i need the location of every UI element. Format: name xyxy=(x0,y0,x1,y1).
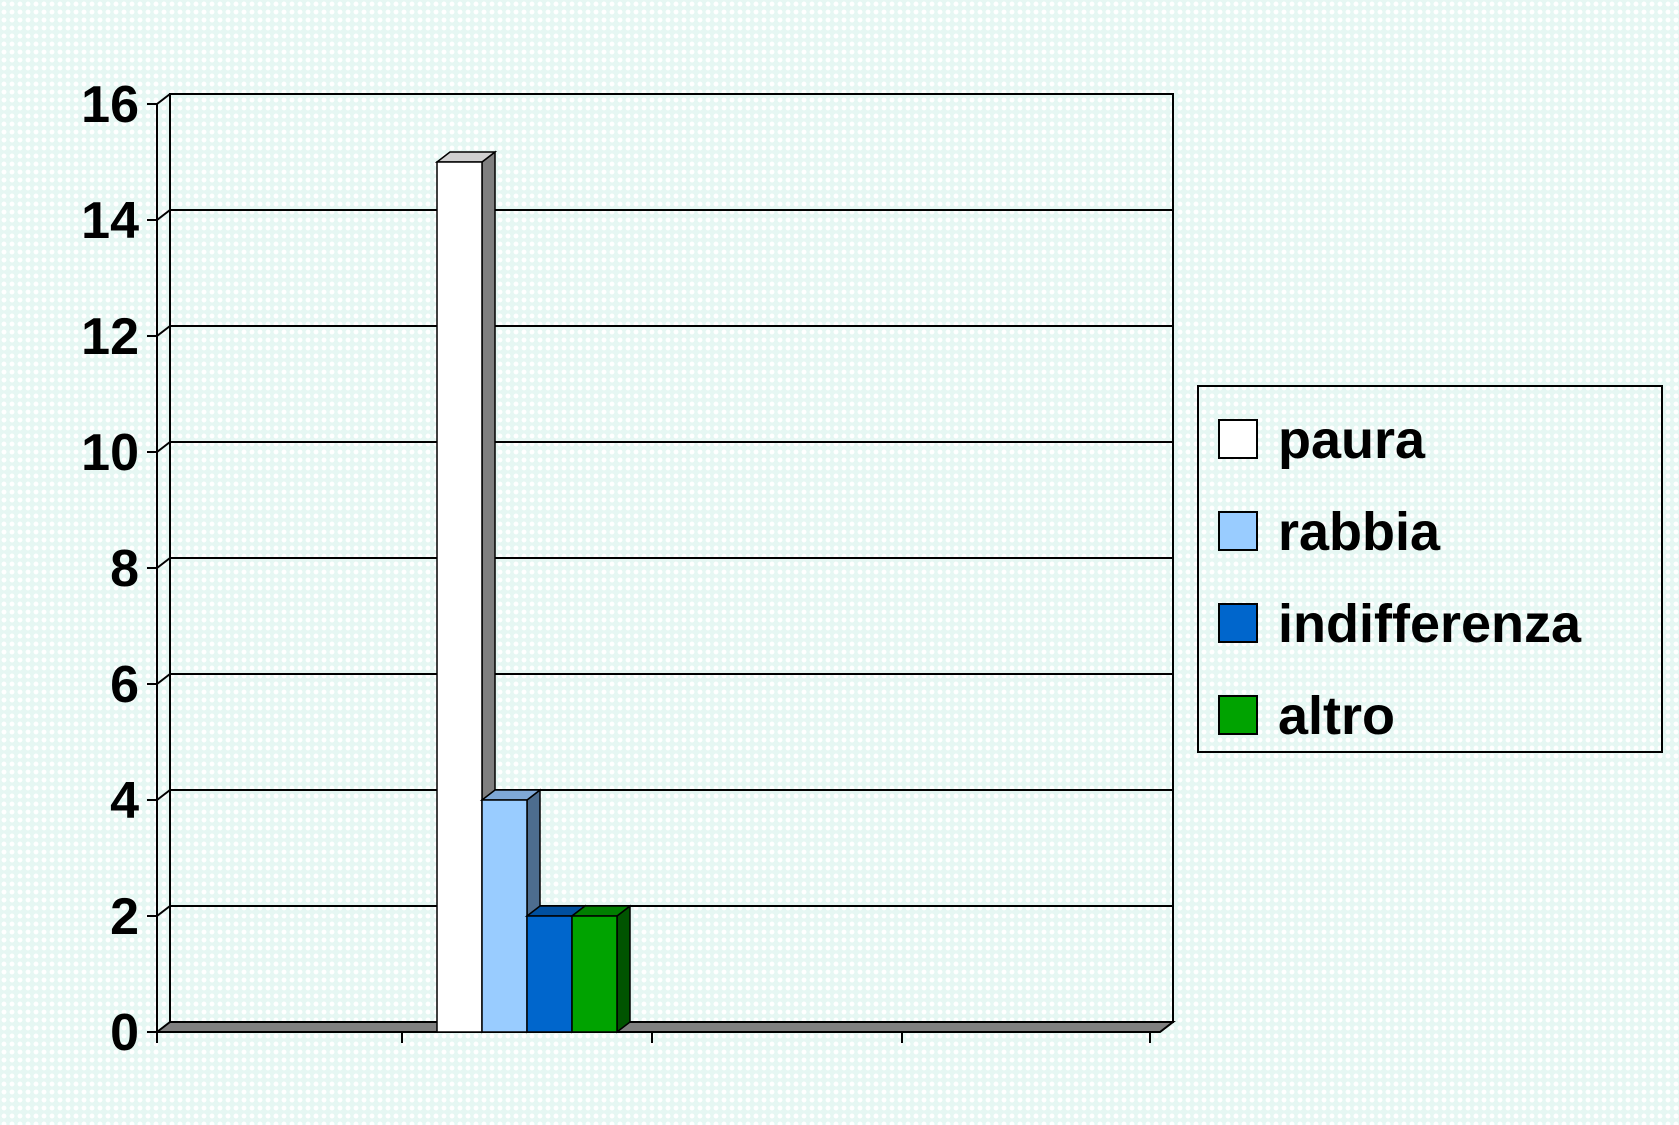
bar-front xyxy=(572,916,617,1032)
legend-label: indifferenza xyxy=(1278,594,1582,654)
bar-side xyxy=(617,906,630,1032)
gridline-side xyxy=(157,790,170,800)
gridline-side xyxy=(157,94,170,104)
legend-box xyxy=(1198,386,1662,752)
legend-swatch xyxy=(1219,696,1257,734)
gridline-side xyxy=(157,210,170,220)
y-axis-tick-labels: 0 2 4 6 8 10 12 14 16 xyxy=(81,76,139,1062)
gridline-side xyxy=(157,674,170,684)
bar-front xyxy=(482,800,527,1032)
gridline-side xyxy=(157,442,170,452)
legend-swatch xyxy=(1219,512,1257,550)
bar-front xyxy=(437,162,482,1032)
legend-item-rabbia: rabbia xyxy=(1219,502,1441,562)
gridlines xyxy=(157,94,1173,916)
y-tick-label: 12 xyxy=(81,308,139,366)
legend-item-altro: altro xyxy=(1219,686,1395,746)
plot-floor xyxy=(157,1022,1173,1032)
y-tick-label: 2 xyxy=(110,888,139,946)
legend-swatch xyxy=(1219,420,1257,458)
legend-label: altro xyxy=(1278,686,1395,746)
gridline-side xyxy=(157,906,170,916)
gridline-side xyxy=(157,558,170,568)
legend-item-paura: paura xyxy=(1219,410,1426,470)
bar-front xyxy=(527,916,572,1032)
legend-swatch xyxy=(1219,604,1257,642)
y-tick-label: 16 xyxy=(81,76,139,134)
bars xyxy=(437,152,630,1032)
legend-label: paura xyxy=(1278,410,1426,470)
bar-altro xyxy=(572,906,630,1032)
y-tick-label: 10 xyxy=(81,424,139,482)
y-tick-label: 4 xyxy=(110,772,139,830)
legend: paura rabbia indifferenza altro xyxy=(1198,386,1662,752)
axes xyxy=(147,94,1160,1043)
plot-floor-slab xyxy=(157,1022,1173,1032)
y-tick-label: 0 xyxy=(110,1004,139,1062)
y-tick-label: 6 xyxy=(110,656,139,714)
legend-item-indifferenza: indifferenza xyxy=(1219,594,1582,654)
y-tick-label: 14 xyxy=(81,192,139,250)
gridline-side xyxy=(157,326,170,336)
legend-label: rabbia xyxy=(1278,502,1441,562)
y-tick-label: 8 xyxy=(110,540,139,598)
